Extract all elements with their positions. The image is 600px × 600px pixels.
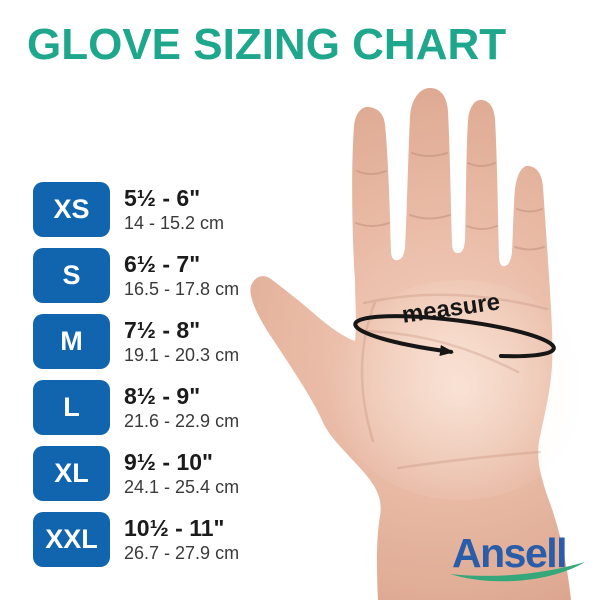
size-inches: 7½ - 8" — [124, 317, 201, 344]
size-badge-xs: XS — [33, 182, 110, 237]
size-badge-xxl: XXL — [33, 512, 110, 567]
size-info: 10½ - 11" 26.7 - 27.9 cm — [124, 515, 239, 563]
size-row-m: M 7½ - 8" 19.1 - 20.3 cm — [33, 314, 239, 369]
size-row-s: S 6½ - 7" 16.5 - 17.8 cm — [33, 248, 239, 303]
size-cm: 24.1 - 25.4 cm — [124, 476, 240, 497]
size-inches: 10½ - 11" — [124, 515, 225, 542]
size-info: 8½ - 9" 21.6 - 22.9 cm — [124, 383, 239, 431]
size-badge-s: S — [33, 248, 110, 303]
size-inches: 8½ - 9" — [124, 383, 201, 410]
size-row-xs: XS 5½ - 6" 14 - 15.2 cm — [33, 182, 239, 237]
size-cm: 14 - 15.2 cm — [124, 212, 225, 233]
size-inches: 9½ - 10" — [124, 449, 213, 476]
size-badge-m: M — [33, 314, 110, 369]
size-row-xl: XL 9½ - 10" 24.1 - 25.4 cm — [33, 446, 239, 501]
size-cm: 19.1 - 20.3 cm — [124, 344, 240, 365]
page-title: GLOVE SIZING CHART — [27, 20, 507, 69]
size-info: 9½ - 10" 24.1 - 25.4 cm — [124, 449, 239, 497]
size-inches: 5½ - 6" — [124, 185, 201, 212]
measure-ellipse — [353, 314, 556, 359]
size-cm: 16.5 - 17.8 cm — [124, 278, 240, 299]
size-info: 5½ - 6" 14 - 15.2 cm — [124, 185, 224, 233]
ansell-logo: Ansell — [450, 530, 585, 582]
size-row-xxl: XXL 10½ - 11" 26.7 - 27.9 cm — [33, 512, 239, 567]
size-table: XS 5½ - 6" 14 - 15.2 cm S 6½ - 7" 16.5 -… — [33, 182, 239, 578]
ansell-wordmark: Ansell — [452, 530, 568, 576]
size-info: 6½ - 7" 16.5 - 17.8 cm — [124, 251, 239, 299]
size-badge-l: L — [33, 380, 110, 435]
size-row-l: L 8½ - 9" 21.6 - 22.9 cm — [33, 380, 239, 435]
size-cm: 26.7 - 27.9 cm — [124, 542, 240, 563]
size-badge-xl: XL — [33, 446, 110, 501]
finger-creases — [355, 152, 545, 251]
size-inches: 6½ - 7" — [124, 251, 201, 278]
size-info: 7½ - 8" 19.1 - 20.3 cm — [124, 317, 239, 365]
size-cm: 21.6 - 22.9 cm — [124, 410, 240, 431]
ansell-swoosh-icon — [450, 562, 585, 582]
